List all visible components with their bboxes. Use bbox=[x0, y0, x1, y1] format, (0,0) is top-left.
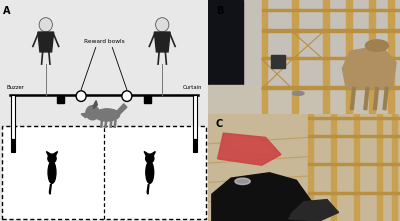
Text: Reward bowls: Reward bowls bbox=[84, 39, 124, 44]
Polygon shape bbox=[342, 46, 396, 89]
Polygon shape bbox=[147, 184, 149, 194]
Bar bbox=[369, 0, 375, 114]
Polygon shape bbox=[289, 200, 338, 221]
Ellipse shape bbox=[235, 178, 250, 185]
Polygon shape bbox=[49, 184, 51, 194]
Bar bbox=[262, 29, 400, 32]
Ellipse shape bbox=[95, 109, 120, 121]
Circle shape bbox=[48, 154, 56, 163]
Polygon shape bbox=[81, 113, 90, 118]
Bar bbox=[193, 139, 197, 152]
Bar bbox=[308, 114, 313, 221]
Bar bbox=[271, 55, 285, 68]
Text: A: A bbox=[3, 6, 11, 15]
Bar bbox=[388, 0, 394, 114]
Bar bbox=[193, 95, 197, 139]
Polygon shape bbox=[154, 32, 170, 52]
Ellipse shape bbox=[231, 139, 269, 153]
FancyBboxPatch shape bbox=[2, 126, 206, 219]
Polygon shape bbox=[212, 173, 312, 221]
Bar bbox=[262, 86, 400, 89]
Bar bbox=[57, 96, 64, 103]
Polygon shape bbox=[151, 151, 155, 156]
Ellipse shape bbox=[292, 91, 304, 95]
Polygon shape bbox=[54, 151, 58, 156]
Bar bbox=[11, 139, 15, 152]
Circle shape bbox=[156, 18, 169, 32]
Polygon shape bbox=[93, 101, 97, 109]
Polygon shape bbox=[144, 151, 148, 156]
Bar bbox=[308, 163, 400, 165]
Polygon shape bbox=[218, 133, 281, 165]
Bar bbox=[308, 192, 400, 194]
Circle shape bbox=[86, 106, 99, 120]
Circle shape bbox=[76, 91, 86, 101]
Polygon shape bbox=[38, 32, 54, 52]
Circle shape bbox=[122, 91, 132, 101]
Text: Buzzer: Buzzer bbox=[6, 84, 24, 90]
Bar bbox=[292, 0, 298, 114]
Bar bbox=[308, 117, 400, 119]
Bar bbox=[354, 114, 359, 221]
Ellipse shape bbox=[146, 161, 154, 183]
Bar bbox=[11, 95, 15, 139]
Bar bbox=[262, 57, 400, 59]
Bar bbox=[377, 114, 382, 221]
Bar bbox=[144, 96, 151, 103]
Bar bbox=[346, 0, 352, 114]
Bar bbox=[323, 0, 328, 114]
Bar bbox=[331, 114, 336, 221]
Ellipse shape bbox=[366, 40, 388, 51]
Bar bbox=[262, 9, 400, 11]
Bar bbox=[262, 0, 267, 114]
Bar bbox=[392, 114, 397, 221]
Circle shape bbox=[39, 18, 52, 32]
Text: B: B bbox=[216, 6, 223, 16]
Text: C: C bbox=[216, 119, 223, 129]
Ellipse shape bbox=[48, 161, 56, 183]
Bar bbox=[308, 135, 400, 137]
Polygon shape bbox=[118, 104, 127, 115]
Circle shape bbox=[146, 154, 154, 163]
Polygon shape bbox=[46, 151, 50, 156]
Text: Curtain: Curtain bbox=[182, 84, 202, 90]
